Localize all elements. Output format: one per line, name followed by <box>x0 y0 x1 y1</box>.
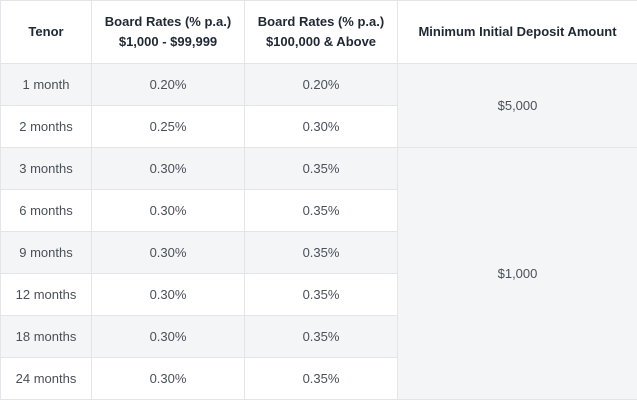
rate-small-cell: 0.30% <box>91 147 245 190</box>
rate-large-cell: 0.35% <box>244 273 398 316</box>
tenor-cell: 2 months <box>0 105 92 148</box>
header-rate-small-line2: $1,000 - $99,999 <box>118 34 218 49</box>
rate-large-cell: 0.35% <box>244 147 398 190</box>
table-header: Tenor Board Rates (% p.a.) $1,000 - $99,… <box>0 0 637 64</box>
rate-large-cell: 0.35% <box>244 189 398 232</box>
header-row: Tenor Board Rates (% p.a.) $1,000 - $99,… <box>0 0 637 64</box>
rate-small-cell: 0.30% <box>91 315 245 358</box>
header-rate-small-line1: Board Rates (% p.a.) <box>104 14 232 29</box>
table-row: 6 months 0.30% 0.35% <box>0 189 637 232</box>
tenor-cell: 12 months <box>0 273 92 316</box>
header-rate-large: Board Rates (% p.a.) $100,000 & Above <box>244 0 398 64</box>
table-row: 1 month 0.20% 0.20% $5,000 <box>0 63 637 148</box>
tenor-cell: 3 months <box>0 147 92 190</box>
header-tenor: Tenor <box>0 0 92 64</box>
table-row: 2 months 0.25% 0.30% <box>0 105 637 148</box>
rate-small-cell: 0.30% <box>91 231 245 274</box>
table-row: 9 months 0.30% 0.35% <box>0 231 637 274</box>
table-row: 12 months 0.30% 0.35% <box>0 273 637 316</box>
rate-small-cell: 0.30% <box>91 189 245 232</box>
rate-large-cell: 0.30% <box>244 105 398 148</box>
tenor-cell: 6 months <box>0 189 92 232</box>
header-tenor-label: Tenor <box>28 24 64 39</box>
header-rate-small: Board Rates (% p.a.) $1,000 - $99,999 <box>91 0 245 64</box>
rate-large-cell: 0.35% <box>244 357 398 400</box>
min-deposit-cell: $5,000 <box>397 63 637 148</box>
tenor-cell: 1 month <box>0 63 92 106</box>
rate-small-cell: 0.30% <box>91 357 245 400</box>
header-min-deposit-label: Minimum Initial Deposit Amount <box>418 24 617 39</box>
rate-small-cell: 0.25% <box>91 105 245 148</box>
table-row: 3 months 0.30% 0.35% $1,000 <box>0 147 637 400</box>
rate-small-cell: 0.20% <box>91 63 245 106</box>
table-body: 1 month 0.20% 0.20% $5,000 2 months 0.25… <box>0 63 637 400</box>
header-min-deposit: Minimum Initial Deposit Amount <box>397 0 637 64</box>
min-deposit-cell: $1,000 <box>397 147 637 400</box>
table-row: 24 months 0.30% 0.35% <box>0 357 637 400</box>
rate-large-cell: 0.35% <box>244 315 398 358</box>
table-row: 18 months 0.30% 0.35% <box>0 315 637 358</box>
tenor-cell: 18 months <box>0 315 92 358</box>
rate-large-cell: 0.20% <box>244 63 398 106</box>
header-rate-large-line2: $100,000 & Above <box>265 34 377 49</box>
header-rate-large-line1: Board Rates (% p.a.) <box>257 14 385 29</box>
rate-small-cell: 0.30% <box>91 273 245 316</box>
rate-large-cell: 0.35% <box>244 231 398 274</box>
tenor-cell: 24 months <box>0 357 92 400</box>
tenor-cell: 9 months <box>0 231 92 274</box>
